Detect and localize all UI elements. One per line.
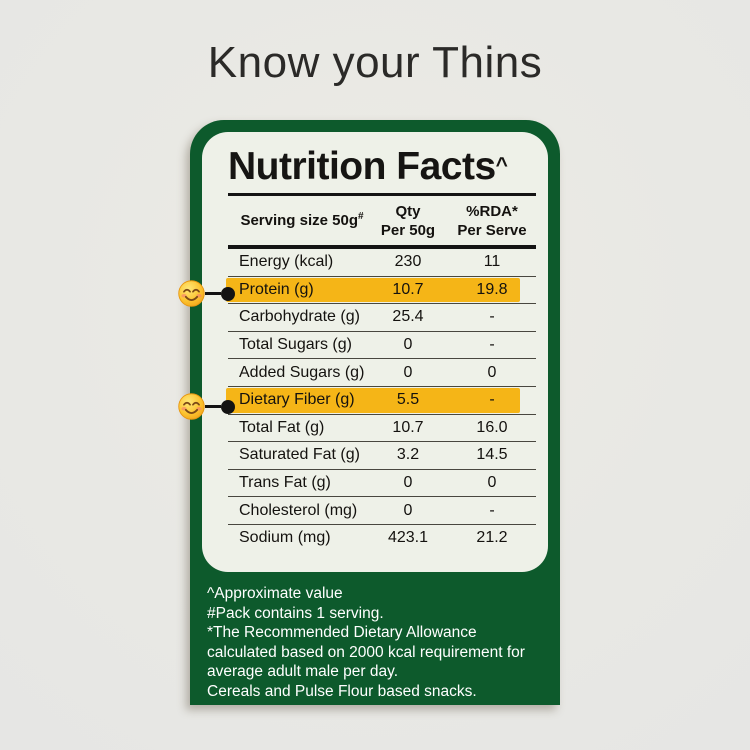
header-rda-line2: Per Serve	[457, 221, 527, 239]
nutrition-table-body: Energy (kcal) 230 11 Protein (g) 10.7 19…	[226, 249, 536, 552]
row-qty-value: 0	[403, 501, 413, 519]
row-rda-value: 11	[483, 253, 501, 271]
row-rda-value: -	[489, 501, 495, 519]
table-row: Dietary Fiber (g) 5.5 -	[226, 387, 536, 415]
callout-dot	[221, 286, 235, 301]
footnote-cereals: Cereals and Pulse Flour based snacks.	[207, 682, 477, 700]
serving-size-text: Serving size 50g	[240, 212, 358, 229]
table-row: Saturated Fat (g) 3.2 14.5	[228, 442, 536, 470]
row-label: Total Fat (g)	[239, 418, 325, 436]
header-qty-line2: Per 50g	[380, 221, 436, 239]
row-rda-value: 21.2	[476, 529, 508, 547]
table-row: Total Fat (g) 10.7 16.0	[228, 415, 536, 443]
page-title: Know your Thins	[207, 38, 543, 87]
row-label: Saturated Fat (g)	[239, 446, 360, 464]
protein-callout	[178, 280, 235, 307]
row-rda-value: 0	[487, 363, 497, 381]
table-row: Energy (kcal) 230 11	[228, 249, 536, 277]
row-label: Dietary Fiber (g)	[239, 391, 355, 409]
row-rda-value: -	[489, 391, 495, 409]
row-label: Protein (g)	[239, 280, 314, 298]
row-label: Sodium (mg)	[239, 529, 331, 547]
row-qty-value: 10.7	[392, 280, 424, 298]
table-header: Serving size 50g# Qty Per 50g %RDA* Per …	[228, 196, 536, 245]
footnote-rda: *The Recommended Dietary Allowance calcu…	[207, 624, 525, 680]
row-rda-value: -	[489, 336, 495, 354]
row-rda-value: 16.0	[476, 418, 508, 436]
header-qty-column: Qty Per 50g	[368, 202, 448, 240]
row-label: Trans Fat (g)	[239, 474, 331, 492]
row-qty-value: 0	[403, 363, 413, 381]
footnote-approximate: ^Approximate value	[207, 585, 343, 602]
row-label: Energy (kcal)	[239, 253, 334, 271]
callout-dot	[221, 399, 235, 414]
row-qty-value: 10.7	[392, 418, 424, 436]
callout-line	[205, 292, 221, 295]
table-row: Protein (g) 10.7 19.8	[226, 277, 536, 305]
row-label: Carbohydrate (g)	[239, 308, 360, 326]
table-row: Cholesterol (mg) 0 -	[228, 497, 536, 525]
smiling-face-icon	[178, 393, 205, 420]
row-label: Cholesterol (mg)	[239, 501, 358, 519]
nutrition-card: Nutrition Facts^ Serving size 50g# Qty P…	[190, 120, 560, 705]
footnote-pack: #Pack contains 1 serving.	[207, 604, 384, 622]
row-label: Total Sugars (g)	[239, 336, 352, 354]
row-qty-value: 0	[403, 474, 413, 492]
table-row: Carbohydrate (g) 25.4 -	[228, 304, 536, 332]
row-label: Added Sugars (g)	[239, 363, 365, 381]
header-serving-size: Serving size 50g#	[228, 211, 368, 229]
fiber-callout	[178, 393, 235, 420]
row-rda-value: -	[489, 308, 495, 326]
row-qty-value: 3.2	[396, 446, 420, 464]
row-qty-value: 230	[394, 253, 422, 271]
approx-caret-superscript: ^	[495, 154, 508, 177]
header-rda-line1: %RDA*	[466, 202, 518, 220]
header-rule	[228, 245, 536, 249]
nutrition-facts-title-text: Nutrition Facts	[228, 145, 496, 188]
header-rda-column: %RDA* Per Serve	[448, 202, 536, 240]
row-qty-value: 0	[403, 336, 413, 354]
smiling-face-icon	[178, 280, 205, 307]
table-row: Total Sugars (g) 0 -	[228, 332, 536, 360]
footnotes: ^Approximate value #Pack contains 1 serv…	[207, 584, 549, 701]
table-row: Added Sugars (g) 0 0	[228, 359, 536, 387]
title-rule	[228, 193, 536, 196]
nutrition-facts-title: Nutrition Facts^	[228, 145, 536, 189]
row-qty-value: 5.5	[396, 391, 420, 409]
row-rda-value: 14.5	[476, 446, 508, 464]
callout-line	[205, 405, 221, 408]
serving-hash-superscript: #	[358, 211, 364, 222]
nutrition-panel: Nutrition Facts^ Serving size 50g# Qty P…	[202, 132, 548, 572]
row-rda-value: 0	[487, 474, 497, 492]
table-row: Trans Fat (g) 0 0	[228, 470, 536, 498]
header-qty-line1: Qty	[395, 202, 421, 220]
row-rda-value: 19.8	[476, 280, 508, 298]
table-row: Sodium (mg) 423.1 21.2	[228, 525, 536, 552]
row-qty-value: 423.1	[387, 529, 429, 547]
row-qty-value: 25.4	[392, 308, 424, 326]
